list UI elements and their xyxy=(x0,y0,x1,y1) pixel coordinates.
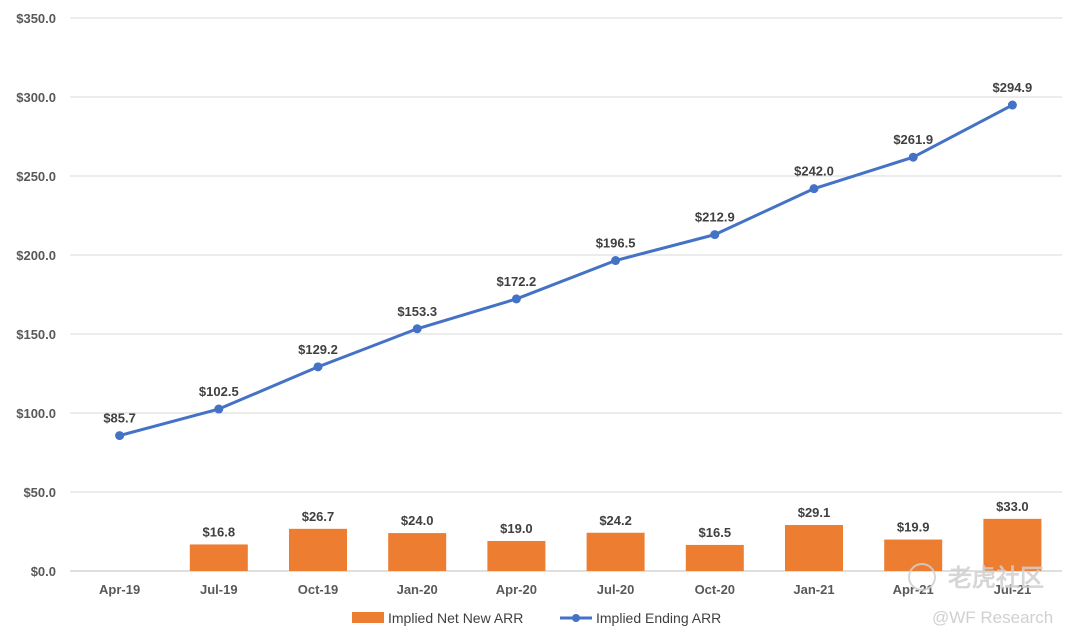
bar-data-label: $26.7 xyxy=(302,509,335,524)
x-tick-label: Oct-19 xyxy=(298,582,338,597)
x-tick-label: Jan-21 xyxy=(793,582,834,597)
line-data-label: $102.5 xyxy=(199,384,239,399)
bar xyxy=(785,525,843,571)
bar xyxy=(388,533,447,571)
line-data-label: $153.3 xyxy=(397,304,437,319)
x-tick-label: Jul-21 xyxy=(994,582,1032,597)
line-series xyxy=(115,100,1017,441)
line-point xyxy=(115,431,125,441)
y-tick-label: $100.0 xyxy=(16,406,56,421)
line-point xyxy=(809,184,819,194)
x-tick-label: Apr-20 xyxy=(496,582,537,597)
bar-data-label: $19.0 xyxy=(500,521,533,536)
y-tick-label: $350.0 xyxy=(16,11,56,26)
y-tick-label: $150.0 xyxy=(16,327,56,342)
watermark-logo-icon xyxy=(908,563,936,591)
line-data-label: $172.2 xyxy=(497,274,537,289)
line-point xyxy=(1007,100,1017,110)
gridlines xyxy=(70,17,1062,572)
bar xyxy=(983,518,1042,571)
line-point xyxy=(710,230,720,240)
bar-data-label: $33.0 xyxy=(996,499,1029,514)
line-path xyxy=(118,103,1014,438)
bar-data-label: $16.5 xyxy=(699,525,732,540)
line-point xyxy=(511,294,521,304)
bar xyxy=(884,539,943,571)
bar xyxy=(586,532,645,571)
line-data-label: $212.9 xyxy=(695,210,735,225)
y-axis: $0.0 $50.0 $100.0 $150.0 $200.0 $250.0 $300.0 $… xyxy=(16,11,56,579)
watermark-brand: 老虎社区 xyxy=(948,564,1044,592)
y-tick-label: $300.0 xyxy=(16,90,56,105)
line-data-label: $196.5 xyxy=(596,236,636,251)
line-data-label: $242.0 xyxy=(794,164,834,179)
line-point xyxy=(313,362,323,372)
bar xyxy=(189,544,248,571)
x-tick-label: Jul-19 xyxy=(200,582,238,597)
bar-data-label: $19.9 xyxy=(897,520,930,535)
line-data-label: $294.9 xyxy=(993,80,1033,95)
x-tick-label: Jul-20 xyxy=(597,582,635,597)
legend-bar-swatch xyxy=(352,612,384,623)
bar-data-labels: $16.8 $26.7 $24.0 $19.0 $24.2 $16.5 $29.1 $19.9… xyxy=(203,499,1029,540)
legend-label-net-new-arr: Implied Net New ARR xyxy=(388,610,523,626)
line-data-label: $261.9 xyxy=(893,132,933,147)
legend: Implied Net New ARR Implied Ending ARR xyxy=(352,610,721,626)
x-tick-label: Oct-20 xyxy=(695,582,735,597)
legend-label-ending-arr: Implied Ending ARR xyxy=(596,610,721,626)
legend-line-marker xyxy=(572,614,580,622)
x-tick-label: Jan-20 xyxy=(397,582,438,597)
line-point xyxy=(611,256,621,266)
line-data-label: $85.7 xyxy=(103,411,136,426)
bar-data-label: $24.0 xyxy=(401,513,434,528)
watermark: 老虎社区 @WF Research xyxy=(908,563,1053,627)
y-tick-label: $200.0 xyxy=(16,248,56,263)
bar-data-label: $24.2 xyxy=(599,513,632,528)
bar-data-label: $16.8 xyxy=(203,524,236,539)
x-axis: Apr-19 Jul-19 Oct-19 Jan-20 Apr-20 Jul-20 Oct-… xyxy=(99,582,1031,597)
y-tick-label: $50.0 xyxy=(23,485,56,500)
bar-series xyxy=(189,518,1042,571)
line-point xyxy=(214,404,224,414)
watermark-handle: @WF Research xyxy=(932,608,1053,627)
line-point xyxy=(412,324,422,334)
x-tick-label: Apr-19 xyxy=(99,582,140,597)
line-point xyxy=(908,152,918,162)
line-data-label: $129.2 xyxy=(298,342,338,357)
bar-data-label: $29.1 xyxy=(798,505,831,520)
y-tick-label: $250.0 xyxy=(16,169,56,184)
bar xyxy=(487,540,546,571)
line-data-labels: $85.7 $102.5 $129.2 $153.3 $172.2 $196.5 $212.… xyxy=(103,80,1032,426)
bar xyxy=(289,528,347,571)
bar xyxy=(685,544,744,571)
y-tick-label: $0.0 xyxy=(31,564,56,579)
x-tick-label: Apr-21 xyxy=(893,582,934,597)
